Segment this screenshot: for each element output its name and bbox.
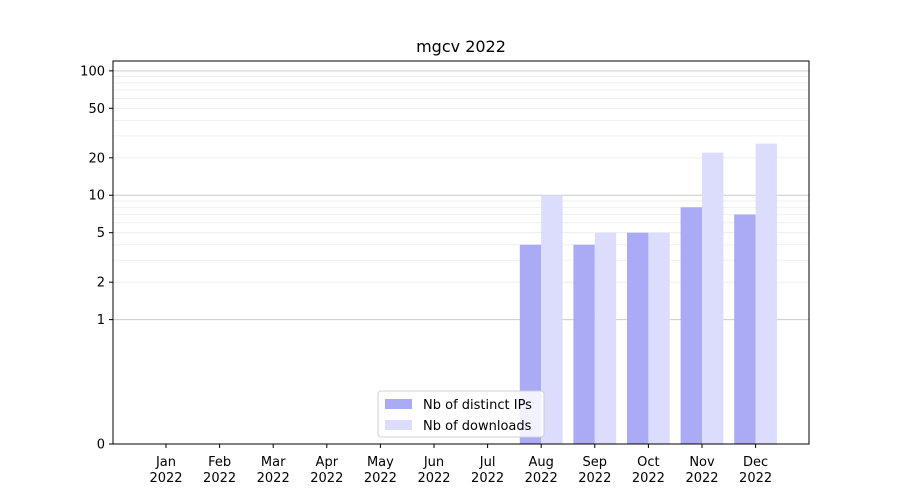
y-tick-label: 0 (97, 438, 105, 453)
x-tick-label: Mar 2022 (257, 455, 290, 486)
bars (519, 143, 777, 445)
y-tick-label: 100 (80, 64, 105, 79)
x-tick-label: Dec 2022 (739, 455, 772, 486)
bar-downloads (755, 143, 777, 444)
legend: Nb of distinct IPs Nb of downloads (377, 390, 545, 438)
legend-label: Nb of downloads (423, 419, 532, 434)
x-tick-label: May 2022 (364, 455, 397, 486)
x-tick-label: Aug 2022 (525, 455, 558, 486)
y-ticks: 0 1 2 5 10 20 50 100 (80, 64, 113, 453)
bar-downloads (594, 232, 617, 444)
x-tick-label: Apr 2022 (310, 455, 343, 486)
y-tick-label: 1 (97, 313, 105, 328)
x-tick-label: Jan 2022 (149, 455, 182, 486)
y-tick-label: 50 (88, 102, 105, 117)
y-tick-label: 2 (97, 276, 105, 291)
plot-frame (112, 60, 810, 445)
y-tick-label: 5 (97, 226, 105, 241)
x-tick-label: Oct 2022 (632, 455, 665, 486)
bar-downloads (648, 232, 670, 444)
bar-distinct-ips (734, 214, 756, 444)
x-tick-label: Sep 2022 (578, 455, 611, 486)
y-tick-label: 20 (88, 151, 105, 166)
bar-downloads (702, 152, 724, 445)
legend-box (377, 390, 545, 438)
y-tick-label: 10 (88, 189, 105, 204)
legend-swatch (385, 420, 412, 430)
bar-downloads (541, 195, 563, 444)
bar-distinct-ips (573, 244, 595, 444)
x-tick-label: Nov 2022 (685, 455, 718, 486)
axes (112, 60, 810, 445)
chart-title: mgcv 2022 (416, 37, 506, 56)
x-ticks: Jan 2022 Feb 2022 Mar 2022 Apr 2022 May 2022 Jun 20… (149, 444, 772, 486)
legend-swatch (385, 399, 412, 409)
x-tick-label: Jun 2022 (417, 455, 450, 486)
bar-distinct-ips (627, 232, 649, 444)
x-tick-label: Jul 2022 (471, 455, 504, 486)
x-tick-label: Feb 2022 (203, 455, 236, 486)
legend-label: Nb of distinct IPs (423, 398, 532, 413)
bar-distinct-ips (680, 207, 702, 444)
grid (113, 70, 809, 321)
